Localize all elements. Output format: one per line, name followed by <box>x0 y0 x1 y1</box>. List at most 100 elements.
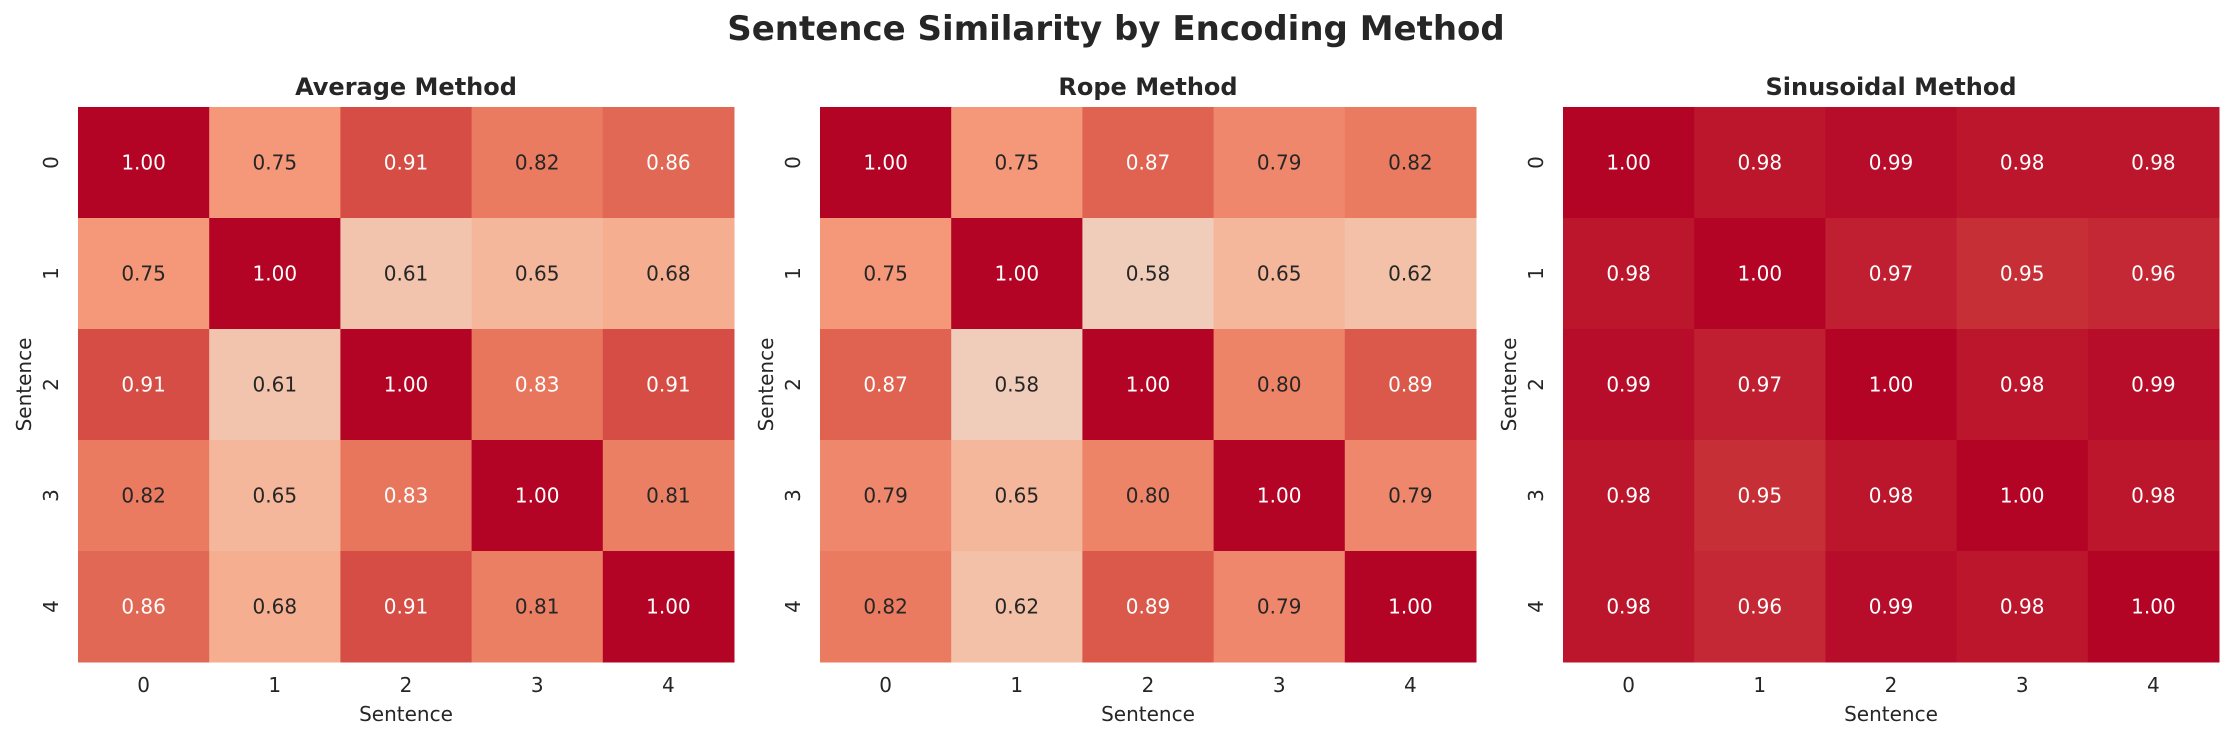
heatmap-cell <box>1213 218 1346 330</box>
cell-value-label: 1.00 <box>1388 595 1433 619</box>
heatmap-cell <box>2087 218 2220 330</box>
cell-value-label: 0.61 <box>384 262 429 286</box>
cell-value-label: 0.65 <box>253 484 298 508</box>
x-tick-label: 2 <box>400 673 413 697</box>
y-tick-label: 4 <box>1524 600 1548 613</box>
heatmap-cell <box>1825 440 1958 552</box>
cell-value-label: 0.98 <box>2131 151 2176 175</box>
cell-value-label: 1.00 <box>1257 484 1302 508</box>
x-tick-label: 3 <box>531 673 544 697</box>
cell-value-label: 0.89 <box>1388 373 1433 397</box>
heatmap-cell <box>1563 329 1695 441</box>
x-axis-label: Sentence <box>1844 702 1938 726</box>
y-tick-label: 1 <box>1524 267 1548 280</box>
x-axis-label: Sentence <box>359 702 453 726</box>
heatmap-cell <box>78 218 210 330</box>
cell-value-label: 0.65 <box>515 262 560 286</box>
cell-value-label: 0.96 <box>2131 262 2176 286</box>
cell-value-label: 1.00 <box>863 151 908 175</box>
heatmap-panel-0: Average Method 1.00 0.75 0.91 0.82 0.86 0.75 1.… <box>12 73 735 726</box>
heatmap-cell <box>471 107 604 219</box>
x-axis-label: Sentence <box>1101 702 1195 726</box>
x-tick-label: 2 <box>1885 673 1898 697</box>
cell-value-label: 0.75 <box>253 151 298 175</box>
heatmap-cell <box>1082 107 1215 219</box>
cell-value-label: 0.89 <box>1126 595 1171 619</box>
cell-value-label: 0.99 <box>1606 373 1651 397</box>
y-tick-label: 1 <box>781 267 805 280</box>
heatmap-cell <box>820 107 952 219</box>
cell-value-label: 0.96 <box>1738 595 1783 619</box>
heatmap-cell <box>1344 329 1477 441</box>
cell-value-label: 0.95 <box>1738 484 1783 508</box>
heatmap-cell <box>1694 329 1826 441</box>
y-tick-label: 0 <box>39 156 63 169</box>
heatmap-cell <box>209 218 341 330</box>
heatmap-cell <box>1694 440 1826 552</box>
cell-value-label: 0.83 <box>515 373 560 397</box>
cell-value-label: 0.91 <box>121 373 166 397</box>
cell-value-label: 0.98 <box>1738 151 1783 175</box>
cell-value-label: 0.68 <box>646 262 691 286</box>
heatmap-cell <box>820 551 952 663</box>
cell-value-label: 1.00 <box>384 373 429 397</box>
heatmap-cell <box>78 551 210 663</box>
heatmap-cell <box>951 440 1083 552</box>
panel-title: Rope Method <box>1058 73 1237 101</box>
heatmap-cell <box>209 107 341 219</box>
heatmap-cell <box>1082 329 1215 441</box>
heatmap-cell <box>340 107 473 219</box>
heatmap-cell <box>340 440 473 552</box>
heatmap-cell <box>1213 107 1346 219</box>
cell-value-label: 0.83 <box>384 484 429 508</box>
cell-value-label: 0.75 <box>863 262 908 286</box>
x-tick-label: 0 <box>879 673 892 697</box>
x-tick-label: 4 <box>1404 673 1417 697</box>
heatmap-cell <box>1563 440 1695 552</box>
figure-title: Sentence Similarity by Encoding Method <box>727 9 1505 49</box>
cell-value-label: 1.00 <box>646 595 691 619</box>
cell-value-label: 0.79 <box>1388 484 1433 508</box>
y-axis-label: Sentence <box>754 338 778 432</box>
cell-value-label: 0.99 <box>1869 595 1914 619</box>
heatmap-cell <box>1694 551 1826 663</box>
y-tick-label: 1 <box>39 267 63 280</box>
cell-value-label: 0.80 <box>1257 373 1302 397</box>
cell-value-label: 1.00 <box>2131 595 2176 619</box>
heatmap-cell <box>820 329 952 441</box>
heatmap-cell <box>1825 218 1958 330</box>
cell-value-label: 0.98 <box>2000 595 2045 619</box>
cell-value-label: 1.00 <box>1126 373 1171 397</box>
heatmap-cell <box>1956 218 2089 330</box>
heatmap-cell <box>1694 107 1826 219</box>
heatmap-panel-2: Sinusoidal Method 1.00 0.98 0.99 0.98 0.98 0.9… <box>1497 73 2220 726</box>
cell-value-label: 1.00 <box>1606 151 1651 175</box>
cell-value-label: 1.00 <box>2000 484 2045 508</box>
cell-value-label: 0.82 <box>121 484 166 508</box>
cell-value-label: 0.91 <box>384 595 429 619</box>
heatmap-cell <box>602 440 735 552</box>
heatmap-cell <box>471 551 604 663</box>
heatmap-cell <box>1213 551 1346 663</box>
heatmap-cell <box>602 329 735 441</box>
cell-value-label: 0.81 <box>646 484 691 508</box>
heatmap-cell <box>1694 218 1826 330</box>
cell-value-label: 0.58 <box>1126 262 1171 286</box>
heatmap-cell <box>340 218 473 330</box>
heatmap-cell <box>1563 551 1695 663</box>
y-tick-label: 3 <box>39 489 63 502</box>
x-tick-label: 3 <box>1273 673 1286 697</box>
cell-value-label: 0.68 <box>253 595 298 619</box>
cell-value-label: 0.62 <box>995 595 1040 619</box>
heatmap-cell <box>340 329 473 441</box>
heatmap-cell <box>1344 218 1477 330</box>
cell-value-label: 0.87 <box>1126 151 1171 175</box>
cell-value-label: 0.82 <box>1388 151 1433 175</box>
heatmap-cell <box>951 218 1083 330</box>
heatmap-cell <box>209 440 341 552</box>
cell-value-label: 1.00 <box>1869 373 1914 397</box>
heatmap-cell <box>1956 329 2089 441</box>
y-tick-label: 2 <box>781 378 805 391</box>
heatmap-cell <box>602 218 735 330</box>
